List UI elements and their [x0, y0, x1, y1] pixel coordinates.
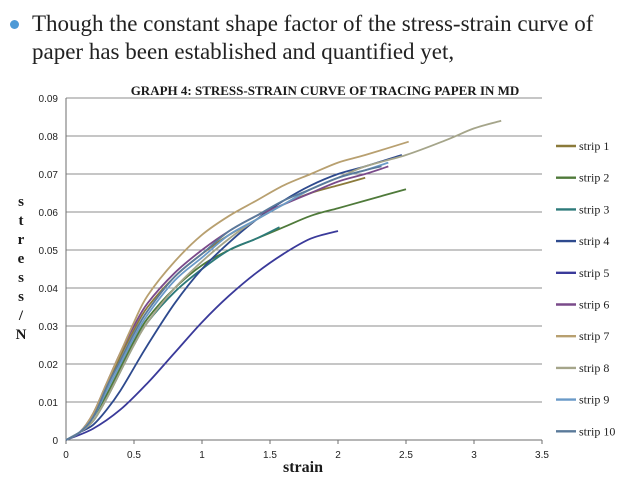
y-tick-label: 0.08 — [39, 132, 59, 143]
x-tick-label: 2.5 — [399, 450, 413, 461]
x-tick-label: 3 — [471, 450, 477, 461]
y-tick-label: 0.04 — [39, 284, 59, 295]
legend-label: strip 2 — [579, 171, 609, 185]
x-tick-labels: 0 0.5 1 1.5 2 2.5 3 3.5 — [63, 450, 549, 461]
y-axis-label-char: s — [18, 270, 24, 286]
gridlines — [66, 97, 542, 403]
axes — [65, 98, 543, 444]
legend-label: strip 8 — [579, 361, 609, 375]
y-tick-label: 0.06 — [39, 208, 59, 219]
y-axis-label-char: s — [18, 194, 24, 210]
x-axis-label: strain — [283, 459, 323, 476]
legend-label: strip 7 — [579, 329, 609, 343]
y-axis-label-char: r — [18, 232, 25, 248]
y-tick-label: 0.02 — [39, 360, 59, 371]
series-line — [65, 230, 339, 441]
y-tick-labels: 0 0.01 0.02 0.03 0.04 0.05 0.06 0.07 0.08 0.09 — [39, 94, 59, 447]
y-axis-label: stress/N — [16, 194, 27, 343]
y-tick-label: 0.07 — [39, 170, 59, 181]
y-tick-label: 0.01 — [39, 398, 59, 409]
y-tick-label: 0.09 — [39, 94, 59, 105]
y-axis-label-char: / — [18, 308, 24, 324]
chart-title: GRAPH 4: STRESS-STRAIN CURVE OF TRACING … — [131, 83, 520, 98]
x-tick-label: 1.5 — [263, 450, 277, 461]
bullet-dot-icon — [10, 20, 19, 29]
legend-label: strip 4 — [579, 234, 609, 248]
legend-label: strip 3 — [579, 202, 609, 216]
legend-label: strip 5 — [579, 266, 609, 280]
y-tick-label: 0 — [52, 436, 58, 447]
x-tick-label: 1 — [199, 450, 205, 461]
legend-label: strip 9 — [579, 393, 609, 407]
legend-label: strip 6 — [579, 298, 609, 312]
y-tick-label: 0.05 — [39, 246, 59, 257]
y-axis-label-char: e — [18, 251, 25, 267]
series-line — [65, 140, 409, 441]
y-axis-label-char: t — [19, 213, 24, 229]
y-axis-label-char: N — [16, 327, 27, 343]
x-tick-label: 3.5 — [535, 450, 549, 461]
data-series — [65, 119, 502, 441]
y-tick-label: 0.03 — [39, 322, 59, 333]
y-axis-label-char: s — [18, 289, 24, 305]
series-line — [65, 154, 403, 441]
legend-label: strip 10 — [579, 424, 615, 438]
series-line — [65, 165, 382, 441]
legend: strip 1 strip 2 strip 3 strip 4 strip 5 strip… — [556, 139, 615, 438]
series-line — [65, 119, 502, 441]
x-tick-label: 0.5 — [127, 450, 141, 461]
x-tick-label: 0 — [63, 450, 69, 461]
x-tick-label: 2 — [335, 450, 341, 461]
bullet-text: Though the constant shape factor of the … — [32, 11, 594, 64]
legend-label: strip 1 — [579, 139, 609, 153]
